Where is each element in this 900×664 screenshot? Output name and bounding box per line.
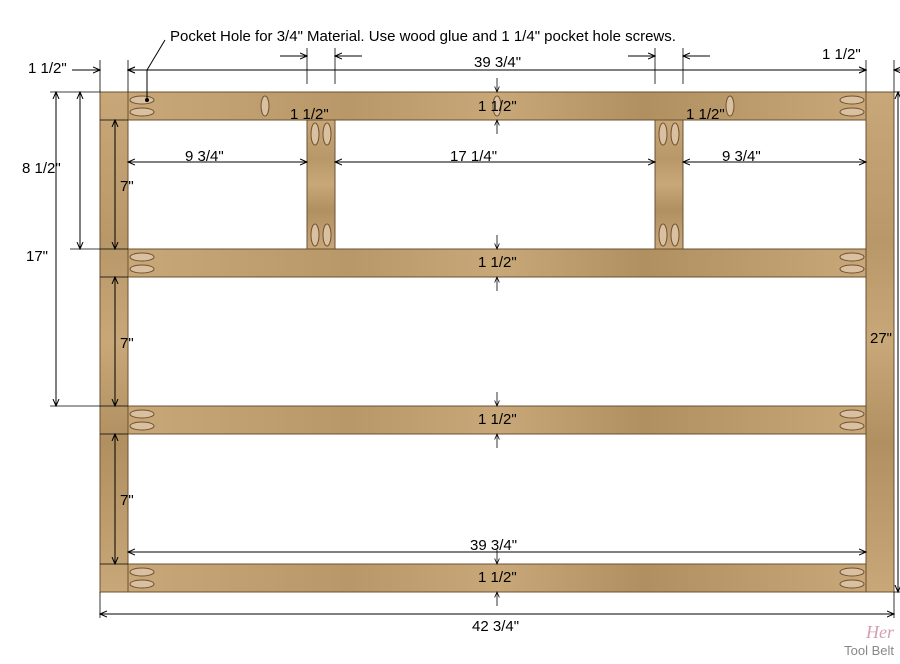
- lbl-top-rail: 39 3/4": [474, 54, 521, 71]
- lbl-top-right: 1 1/2": [822, 46, 861, 63]
- lbl-9-75-l: 9 3/4": [185, 148, 224, 165]
- pocket-holes: [130, 96, 864, 588]
- lbl-rail-t-top: 1 1/2": [478, 98, 517, 115]
- lbl-7-1: 7": [120, 178, 134, 195]
- lbl-rail-t-mid2: 1 1/2": [478, 411, 517, 428]
- lbl-17: 17": [26, 248, 48, 265]
- lbl-inner-bottom: 39 3/4": [470, 537, 517, 554]
- lbl-27: 27": [870, 330, 892, 347]
- logo: Her Tool Belt: [844, 622, 894, 658]
- lbl-8-5: 8 1/2": [22, 160, 61, 177]
- lbl-7-2: 7": [120, 335, 134, 352]
- lbl-overall-w: 42 3/4": [472, 618, 519, 635]
- lbl-div-w-r: 1 1/2": [686, 106, 725, 123]
- lbl-rail-t-mid1: 1 1/2": [478, 254, 517, 271]
- woodworking-diagram: [0, 0, 900, 664]
- lbl-rail-t-bot: 1 1/2": [478, 569, 517, 586]
- lbl-9-75-r: 9 3/4": [722, 148, 761, 165]
- pocket-hole-note: Pocket Hole for 3/4" Material. Use wood …: [170, 28, 676, 45]
- lbl-div-w-l: 1 1/2": [290, 106, 329, 123]
- lbl-7-3: 7": [120, 492, 134, 509]
- lbl-17-25: 17 1/4": [450, 148, 497, 165]
- lbl-top-left: 1 1/2": [28, 60, 67, 77]
